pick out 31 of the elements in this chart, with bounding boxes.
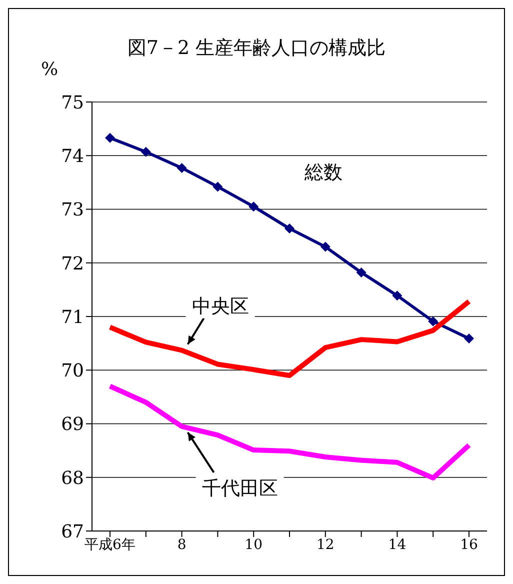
y-tick-label: 71 <box>61 306 84 328</box>
point <box>392 290 402 301</box>
chart-title: 図7－2 生産年齢人口の構成比 <box>127 37 386 59</box>
series-label: 中央区 <box>192 295 249 318</box>
point <box>320 242 330 252</box>
text: 総数 <box>304 162 342 184</box>
point <box>140 146 151 157</box>
x-tick-label: 14 <box>388 536 406 553</box>
point <box>428 316 438 326</box>
y-tick-label: 67 <box>61 521 84 542</box>
point <box>176 162 187 173</box>
point <box>284 224 294 234</box>
x-tick-label: 10 <box>244 536 263 553</box>
x-tick-label: 12 <box>316 536 334 553</box>
point <box>356 268 366 278</box>
point <box>248 202 259 212</box>
y-tick-label: 72 <box>61 253 84 274</box>
point <box>105 132 115 143</box>
y-tick-label: 68 <box>61 468 84 489</box>
point <box>212 182 223 192</box>
series-label: 千代田区 <box>202 477 278 500</box>
y-tick-label: 70 <box>61 360 84 382</box>
point <box>464 333 474 344</box>
x-tick-label: 平成6年 <box>84 536 136 553</box>
y-axis-title: % <box>41 59 58 80</box>
y-tick-label: 74 <box>61 146 84 168</box>
y-tick-label: 69 <box>61 414 84 436</box>
x-tick-label: 16 <box>460 536 478 553</box>
y-tick-label: 75 <box>61 92 84 114</box>
x-tick-label: 8 <box>177 536 186 553</box>
y-tick-label: 73 <box>61 200 84 221</box>
